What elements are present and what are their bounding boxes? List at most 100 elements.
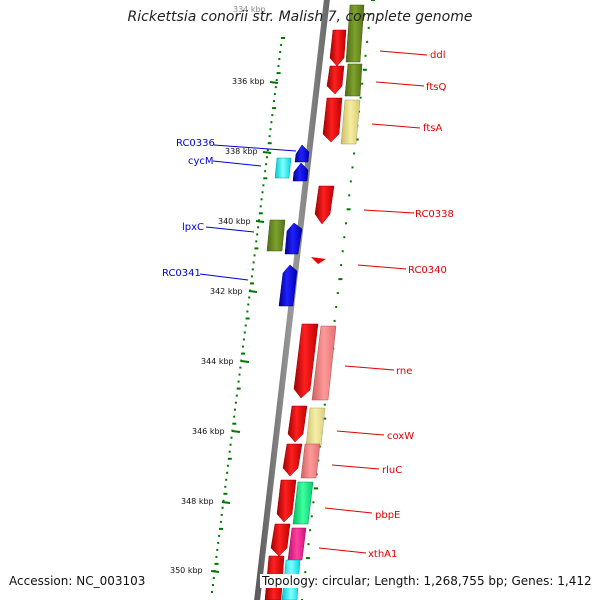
gene-cycM-arrow[interactable]	[292, 162, 309, 182]
tick-mark	[226, 471, 229, 474]
gene-ddl-arrow[interactable]	[329, 29, 347, 67]
gene-label-RC0340: RC0340	[408, 265, 447, 276]
gene-label-RC0336: RC0336	[176, 138, 215, 149]
tick-mark	[345, 222, 347, 225]
tick-mark	[272, 107, 277, 110]
gene-label-ftsQ: ftsQ	[426, 82, 446, 93]
tick-mark	[264, 170, 267, 173]
tick-mark	[310, 515, 313, 518]
tick-mark	[234, 401, 237, 404]
tick-mark	[242, 345, 244, 348]
gene-RC0338-arrow[interactable]	[314, 185, 335, 225]
gene-ddl-feature[interactable]	[345, 4, 365, 63]
gene-RC0341-arrow[interactable]	[278, 264, 298, 307]
tick-mark	[248, 296, 251, 299]
gene-xthA1-arrow[interactable]	[270, 523, 291, 557]
tick-mark	[221, 506, 224, 509]
tick-mark	[220, 513, 223, 516]
tick-mark	[263, 177, 268, 180]
tick-mark	[346, 208, 351, 211]
tick-mark	[371, 0, 375, 1]
tick-mark	[276, 72, 281, 75]
tick-mark	[271, 114, 274, 117]
tick-mark	[333, 319, 336, 322]
gene-RC0340-arrow[interactable]	[311, 257, 326, 264]
gene-pbpE-arrow[interactable]	[276, 479, 297, 523]
forward-gene-labels: ddl ftsQ ftsA RC0338 RC0340 rne coxW rlu…	[318, 50, 454, 560]
tick-mark	[338, 278, 343, 281]
gene-coxW-arrow[interactable]	[287, 405, 308, 443]
gene-pbpE-feature[interactable]	[292, 481, 314, 525]
tick-mark	[281, 37, 285, 39]
gene-lpxC-feature[interactable]	[266, 219, 286, 252]
gene-label-rne: rne	[396, 366, 412, 377]
tick-mark	[237, 380, 240, 383]
tick-mark	[245, 317, 250, 320]
tick-mark	[243, 331, 246, 334]
gene-label-RC0341: RC0341	[162, 268, 201, 279]
tick-mark	[262, 184, 265, 187]
gene-ftsA-feature[interactable]	[340, 99, 361, 145]
tick-mark	[214, 562, 219, 565]
tick-mark	[369, 13, 372, 15]
tick-mark	[219, 527, 223, 530]
tick-mark	[340, 264, 343, 267]
tick-mark	[265, 163, 268, 166]
tick-mark	[238, 373, 241, 376]
tick-mark	[247, 303, 250, 306]
gene-ftsA-arrow[interactable]	[322, 97, 343, 143]
gene-rne-arrow[interactable]	[293, 323, 319, 399]
gene-label-pbpE: pbpE	[375, 510, 400, 521]
tick-mark	[258, 219, 260, 222]
tick-mark	[353, 152, 356, 155]
forward-strand-genes	[264, 4, 365, 600]
gene-label-ddl: ddl	[430, 50, 445, 61]
gene-rluC-feature[interactable]	[300, 443, 321, 479]
tick-mark	[212, 577, 215, 579]
tick-mark	[257, 226, 260, 229]
tick-mark	[232, 422, 237, 425]
gene-rne-feature[interactable]	[311, 325, 337, 401]
tick-mark	[218, 534, 221, 537]
tick-mark	[235, 394, 238, 397]
gene-label-RC0338: RC0338	[415, 209, 454, 220]
gene-rluC-arrow[interactable]	[282, 443, 303, 477]
tick-mark	[255, 240, 258, 243]
tick-mark	[304, 571, 307, 574]
tick-mark	[222, 499, 225, 502]
gene-lpxC-arrow[interactable]	[284, 222, 303, 255]
tick-mark	[279, 51, 282, 53]
tick-mark	[265, 156, 268, 159]
accession-label: Accession: NC_003103	[7, 574, 148, 588]
tick-mark	[274, 86, 277, 89]
gene-label-cycM: cycM	[188, 156, 214, 167]
tick-mark	[362, 68, 367, 71]
tick-mark	[246, 310, 249, 313]
gene-RC0336-arrow[interactable]	[294, 144, 310, 163]
tick-mark	[261, 191, 264, 194]
kbp-label: 334 kbp	[233, 5, 266, 14]
tick-mark	[239, 366, 242, 369]
tick-mark	[260, 198, 263, 201]
tick-mark	[273, 100, 275, 103]
gene-label-coxW: coxW	[387, 431, 414, 442]
tick-mark	[336, 292, 339, 294]
kbp-label: 342 kbp	[210, 287, 243, 296]
tick-mark	[223, 492, 228, 495]
gene-coxW-feature[interactable]	[305, 407, 326, 447]
kbp-label: 340 kbp	[218, 217, 251, 226]
kbp-label: 350 kbp	[170, 566, 203, 575]
gene-cycM-feature[interactable]	[274, 157, 292, 179]
tick-mark	[236, 387, 241, 390]
gene-xthA1-feature[interactable]	[287, 527, 307, 561]
gene-label-rluC: rluC	[382, 465, 402, 476]
tick-mark	[307, 543, 310, 546]
tick-mark	[219, 520, 222, 523]
tick-mark	[267, 142, 272, 145]
tick-mark	[273, 93, 276, 96]
tick-mark	[309, 529, 312, 532]
gene-ftsQ-arrow[interactable]	[326, 65, 345, 95]
gene-ftsQ-feature[interactable]	[344, 63, 363, 97]
